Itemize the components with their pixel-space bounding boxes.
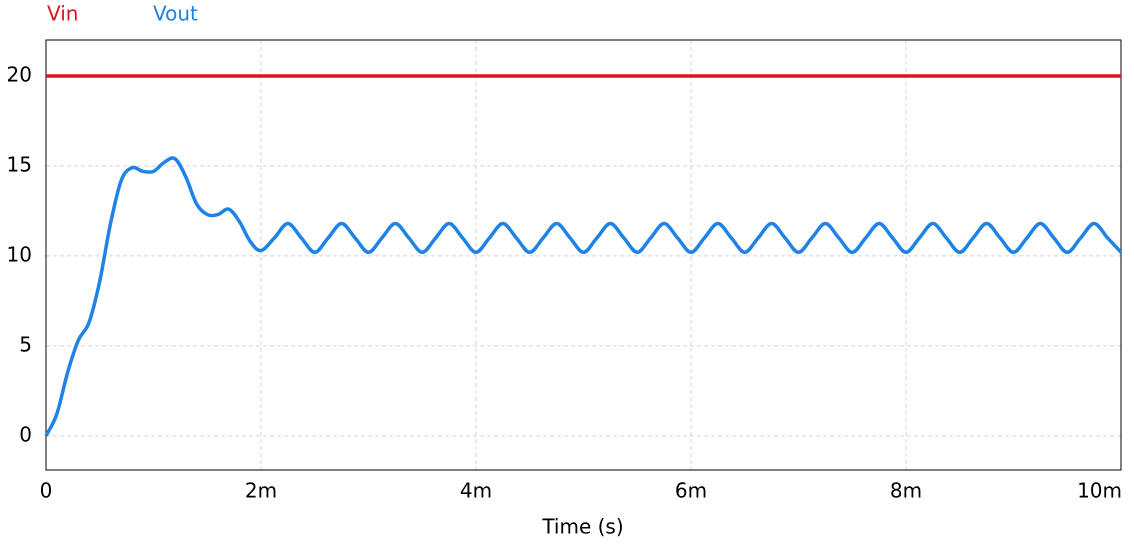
y-tick-label: 15 [7,152,32,176]
y-tick-label: 5 [19,332,32,356]
x-tick-label: 6m [675,479,707,503]
x-tick-label: 8m [890,479,922,503]
x-tick-label: 10m [1077,479,1122,503]
y-tick-label: 10 [7,242,32,266]
y-tick-label: 0 [19,422,32,446]
x-tick-label: 4m [460,479,492,503]
line-series [44,156,1123,437]
legend-entry: Vin [47,2,78,26]
plot-frame [45,39,1122,471]
legend-entry: Vout [153,2,198,26]
x-axis-label: Time (s) [541,515,623,539]
x-tick-label: 0 [40,479,53,503]
x-tick-label: 2m [245,479,277,503]
y-tick-label: 20 [7,62,32,86]
